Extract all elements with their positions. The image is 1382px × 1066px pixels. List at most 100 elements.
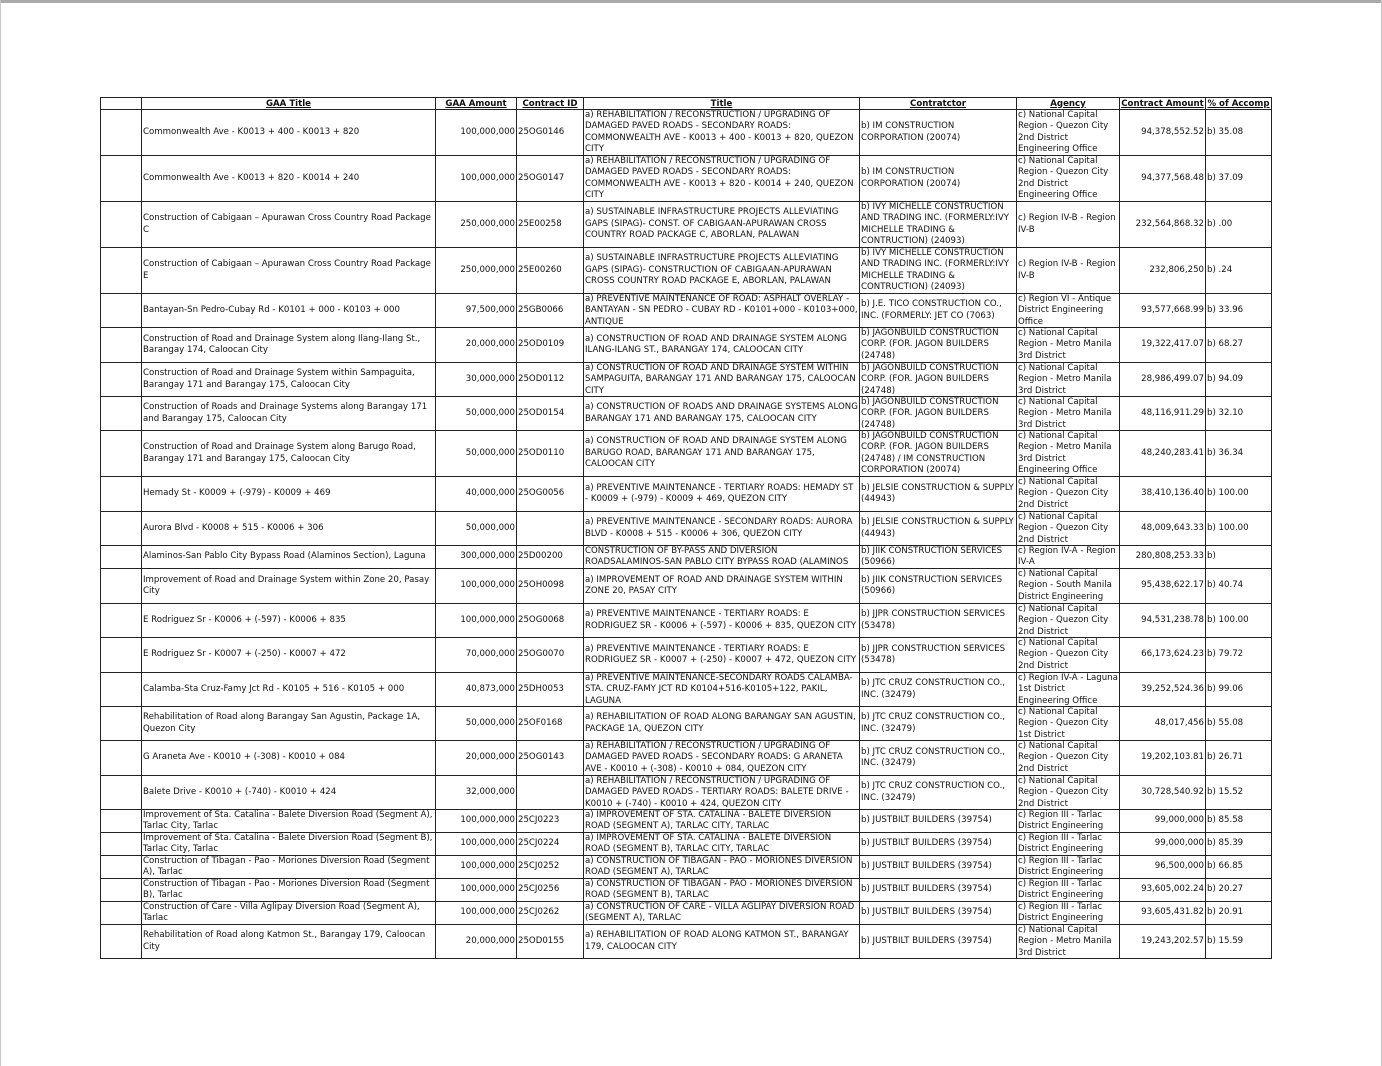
cell-contract-amount: 96,500,000 — [1119, 855, 1206, 879]
cell-gaa-title: Construction of Roads and Drainage Syste… — [141, 396, 436, 431]
cell-text: b) JUSTBILT BUILDERS (39754) — [861, 935, 992, 946]
cell-text: c) Region IV-A - Region IV-A — [1018, 546, 1116, 568]
cell-contract-id: 25CJ0223 — [516, 809, 584, 833]
cell-text — [102, 110, 140, 155]
cell-contract-amount: 93,605,002.24 — [1119, 878, 1206, 902]
cell-index — [100, 396, 142, 431]
cell-agency: c) Region III - Tarlac District Engineer… — [1016, 878, 1120, 902]
cell-percent-accomplishment: b) 68.27 — [1205, 327, 1272, 363]
cell-text: Commonwealth Ave - K0013 + 820 - K0014 +… — [143, 172, 360, 183]
cell-text: 250,000,000 — [460, 264, 515, 275]
cell-gaa-title: Improvement of Sta. Catalina - Balete Di… — [141, 809, 436, 833]
cell-percent-accomplishment: b) 36.34 — [1205, 430, 1272, 477]
cell-contract-amount: 30,728,540.92 — [1119, 775, 1206, 810]
cell-gaa-title: Improvement of Road and Drainage System … — [141, 568, 436, 604]
cell-contractor: b) JAGONBUILD CONSTRUCTION CORP. (FOR. J… — [859, 327, 1017, 363]
cell-contract-amount: 94,377,568.48 — [1119, 155, 1206, 202]
cell-index — [100, 637, 142, 673]
cell-text: b) JTC CRUZ CONSTRUCTION CO., INC. (3247… — [861, 746, 1006, 768]
cell-gaa-title: Construction of Road and Drainage System… — [141, 362, 436, 397]
cell-text: c) National Capital Region - Quezon City… — [1018, 156, 1109, 201]
cell-text — [102, 833, 140, 855]
cell-gaa-amount: 100,000,000 — [435, 603, 517, 638]
cell-gaa-amount: 20,000,000 — [435, 740, 517, 776]
cell-text: 25E00260 — [518, 264, 562, 275]
table-row: E Rodriguez Sr - K0006 + (-597) - K0006 … — [100, 603, 1272, 638]
cell-title: a) REHABILITATION OF ROAD ALONG BARANGAY… — [583, 706, 860, 741]
cell-contract-amount: 38,410,136.40 — [1119, 476, 1206, 512]
cell-text: a) PREVENTIVE MAINTENANCE OF ROAD: ASPHA… — [585, 294, 858, 327]
cell-text: b) JJPR CONSTRUCTION SERVICES (53478) — [861, 609, 1006, 631]
cell-text: 19,322,417.07 — [1141, 339, 1204, 350]
table-row: Construction of Road and Drainage System… — [100, 430, 1272, 477]
cell-contractor: b) JTC CRUZ CONSTRUCTION CO., INC. (3247… — [859, 706, 1017, 741]
cell-text: Calamba-Sta Cruz-Famy Jct Rd - K0105 + 5… — [143, 683, 405, 694]
cell-title: a) PREVENTIVE MAINTENANCE-SECONDARY ROAD… — [583, 672, 860, 707]
cell-text: 30,728,540.92 — [1141, 786, 1204, 797]
cell-text: 25OD0155 — [518, 935, 565, 946]
cell-contract-id: 25OD0154 — [516, 396, 584, 431]
cell-agency: c) Region III - Tarlac District Engineer… — [1016, 809, 1120, 833]
cell-gaa-amount: 100,000,000 — [435, 109, 517, 156]
cell-contractor: b) JIIK CONSTRUCTION SERVICES (50966) — [859, 545, 1017, 569]
cell-text: 50,000,000 — [465, 522, 515, 533]
table-row: Balete Drive - K0010 + (-740) - K0010 + … — [100, 775, 1272, 810]
cell-contract-id: 25OF0168 — [516, 706, 584, 741]
table-row: Construction of Cabigaan – Apurawan Cros… — [100, 247, 1272, 294]
cell-text: E Rodriguez Sr - K0007 + (-250) - K0007 … — [143, 649, 346, 660]
cell-index — [100, 672, 142, 707]
cell-title: a) PREVENTIVE MAINTENANCE - TERTIARY ROA… — [583, 476, 860, 512]
cell-contract-amount: 48,116,911.29 — [1119, 396, 1206, 431]
cell-agency: c) National Capital Region - Metro Manil… — [1016, 396, 1120, 431]
cell-agency: c) National Capital Region - Quezon City… — [1016, 740, 1120, 776]
cell-gaa-title: Construction of Tibagan - Pao - Moriones… — [141, 878, 436, 902]
cell-title: a) SUSTAINABLE INFRASTRUCTURE PROJECTS A… — [583, 247, 860, 294]
cell-text: c) Region IV-B - Region IV-B — [1018, 213, 1116, 235]
cell-gaa-title: Calamba-Sta Cruz-Famy Jct Rd - K0105 + 5… — [141, 672, 436, 707]
cell-agency: c) National Capital Region - South Manil… — [1016, 568, 1120, 604]
cell-text: a) CONSTRUCTION OF ROAD AND DRAINAGE SYS… — [585, 363, 856, 396]
cell-text: b) IM CONSTRUCTION CORPORATION (20074) — [861, 121, 961, 143]
cell-text: 25CJ0262 — [518, 907, 560, 918]
cell-text: c) Region III - Tarlac District Engineer… — [1018, 902, 1104, 924]
cell-text: 19,243,202.57 — [1141, 935, 1204, 946]
cell-text: CONSTRUCTION OF BY-PASS AND DIVERSION RO… — [585, 546, 849, 568]
cell-contract-amount: 48,009,643.33 — [1119, 511, 1206, 546]
cell-text: b) JUSTBILT BUILDERS (39754) — [861, 907, 992, 918]
cell-text: 50,000,000 — [465, 407, 515, 418]
cell-contract-id: 25OD0110 — [516, 430, 584, 477]
cell-agency: c) Region III - Tarlac District Engineer… — [1016, 901, 1120, 925]
cell-contract-amount: 28,986,499.07 — [1119, 362, 1206, 397]
cell-text: Construction of Roads and Drainage Syste… — [143, 402, 428, 424]
cell-text: b) JJPR CONSTRUCTION SERVICES (53478) — [861, 643, 1006, 665]
cell-agency: c) Region VI - Antique District Engineer… — [1016, 293, 1120, 328]
cell-text: 50,000,000 — [465, 447, 515, 458]
cell-gaa-amount: 50,000,000 — [435, 706, 517, 741]
cell-gaa-amount: 20,000,000 — [435, 327, 517, 363]
cell-text: 94,378,552.52 — [1141, 126, 1204, 137]
cell-text: c) National Capital Region - Metro Manil… — [1018, 328, 1112, 361]
cell-text: Construction of Road and Drainage System… — [143, 442, 416, 464]
cell-text: b) 68.27 — [1207, 339, 1244, 350]
cell-text: a) REHABILITATION / RECONSTRUCTION / UPG… — [585, 156, 854, 201]
cell-contractor: b) IM CONSTRUCTION CORPORATION (20074) — [859, 109, 1017, 156]
cell-title: a) CONSTRUCTION OF CARE - VILLA AGLIPAY … — [583, 901, 860, 925]
cell-contractor: b) JIIK CONSTRUCTION SERVICES (50966) — [859, 568, 1017, 604]
cell-gaa-amount: 100,000,000 — [435, 809, 517, 833]
cell-text: 25OG0070 — [518, 649, 565, 660]
cell-text — [102, 363, 140, 396]
cell-percent-accomplishment: b) 100.00 — [1205, 511, 1272, 546]
cell-text: 38,410,136.40 — [1141, 488, 1204, 499]
cell-text: 40,873,000 — [465, 683, 515, 694]
cell-text: 25E00258 — [518, 218, 562, 229]
cell-text: 25OD0154 — [518, 407, 565, 418]
cell-text: Construction of Cabigaan – Apurawan Cros… — [143, 213, 431, 235]
cell-text: c) National Capital Region - Quezon City… — [1018, 707, 1109, 740]
cell-text — [102, 569, 140, 603]
cell-text: 28,986,499.07 — [1141, 373, 1204, 384]
cell-title: a) REHABILITATION OF ROAD ALONG KATMON S… — [583, 924, 860, 959]
cell-text: Hemady St - K0009 + (-979) - K0009 + 469 — [143, 488, 331, 499]
cell-text: 25OG0068 — [518, 614, 565, 625]
cell-text: E Rodriguez Sr - K0006 + (-597) - K0006 … — [143, 614, 346, 625]
cell-gaa-amount: 20,000,000 — [435, 924, 517, 959]
